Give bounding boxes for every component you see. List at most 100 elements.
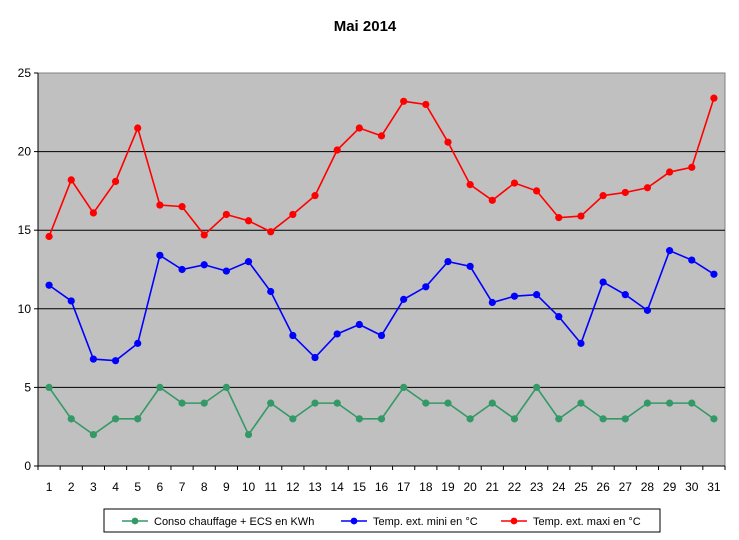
data-point <box>400 97 408 105</box>
data-point <box>466 181 474 189</box>
data-point <box>111 177 120 186</box>
data-point <box>400 295 408 303</box>
data-point <box>178 399 186 407</box>
data-point <box>200 231 208 239</box>
data-point <box>444 258 452 266</box>
x-tick-label: 5 <box>134 480 141 494</box>
data-point <box>555 214 563 222</box>
data-point <box>665 247 674 255</box>
data-point <box>267 287 275 296</box>
data-point <box>665 399 674 407</box>
data-point <box>577 212 585 220</box>
data-point <box>267 399 275 407</box>
x-tick-label: 10 <box>242 480 256 494</box>
x-tick-label: 16 <box>375 480 389 494</box>
data-point <box>311 192 319 200</box>
data-point <box>510 292 519 300</box>
data-point <box>466 262 474 270</box>
data-point <box>289 331 297 340</box>
data-point <box>422 283 430 291</box>
data-point <box>422 399 430 407</box>
x-tick-label: 8 <box>201 480 208 494</box>
data-point <box>311 399 319 407</box>
data-point <box>355 124 363 132</box>
data-point <box>89 355 98 363</box>
gridlines <box>38 151 725 388</box>
legend-marker-3 <box>510 517 518 525</box>
x-tick-label: 9 <box>223 480 230 494</box>
data-point <box>533 187 541 195</box>
data-point <box>200 261 208 269</box>
data-point <box>289 415 297 423</box>
data-point <box>533 291 541 299</box>
y-tick-label: 25 <box>18 66 32 80</box>
x-tick-label: 19 <box>441 480 455 494</box>
chart-title: Mai 2014 <box>334 18 397 35</box>
data-point <box>643 184 652 192</box>
data-point <box>688 163 696 171</box>
data-point <box>444 399 452 407</box>
x-tick-label: 2 <box>68 480 75 494</box>
data-point <box>156 201 164 209</box>
x-tick-label: 1 <box>46 480 53 494</box>
data-point <box>45 232 53 241</box>
data-point <box>510 415 519 423</box>
x-tick-label: 13 <box>308 480 322 494</box>
legend-marker-2 <box>350 517 358 525</box>
x-tick-label: 25 <box>574 480 588 494</box>
data-point <box>67 176 75 184</box>
data-point <box>377 132 386 140</box>
data-point <box>200 399 208 407</box>
y-tick-label: 15 <box>18 223 32 237</box>
x-tick-label: 31 <box>707 480 721 494</box>
data-point <box>45 383 53 391</box>
data-point <box>333 146 341 154</box>
data-point <box>488 298 496 307</box>
y-tick-label: 10 <box>18 302 32 316</box>
data-point <box>621 188 629 197</box>
legend-label-3: Temp. ext. maxi en °C <box>533 516 641 528</box>
legend-label-1: Conso chauffage + ECS en KWh <box>154 516 314 528</box>
data-point <box>222 210 230 219</box>
legend-marker-1 <box>131 517 139 525</box>
x-tick-label: 27 <box>619 480 633 494</box>
x-tick-label: 29 <box>663 480 677 494</box>
y-tick-label: 0 <box>24 459 31 473</box>
legend-label-2: Temp. ext. mini en °C <box>373 516 478 528</box>
x-tick-label: 20 <box>463 480 477 494</box>
data-point <box>488 399 496 407</box>
data-point <box>599 192 607 200</box>
data-point <box>710 415 718 423</box>
x-tick-label: 15 <box>353 480 367 494</box>
data-point <box>244 430 253 439</box>
data-point <box>244 258 253 266</box>
data-point <box>488 196 496 204</box>
data-point <box>222 267 230 275</box>
data-point <box>67 415 75 423</box>
data-point <box>111 415 120 423</box>
data-point <box>267 228 275 236</box>
series-group <box>45 94 718 439</box>
data-point <box>621 291 629 299</box>
data-point <box>222 383 230 391</box>
x-tick-label: 26 <box>596 480 610 494</box>
data-point <box>577 339 585 347</box>
x-tick-label: 30 <box>685 480 699 494</box>
data-point <box>577 399 585 407</box>
x-tick-label: 12 <box>286 480 300 494</box>
data-point <box>134 124 142 132</box>
plot-area <box>37 72 726 467</box>
x-tick-label: 14 <box>330 480 344 494</box>
data-point <box>156 383 164 391</box>
data-point <box>665 168 674 176</box>
data-point <box>67 297 75 305</box>
data-point <box>134 415 142 423</box>
y-tick-label: 20 <box>18 145 32 159</box>
data-point <box>311 353 319 362</box>
data-point <box>621 415 629 423</box>
data-point <box>422 100 430 109</box>
x-tick-label: 11 <box>264 480 277 494</box>
x-tick-label: 23 <box>530 480 544 494</box>
data-point <box>555 313 563 321</box>
data-point <box>466 415 474 423</box>
